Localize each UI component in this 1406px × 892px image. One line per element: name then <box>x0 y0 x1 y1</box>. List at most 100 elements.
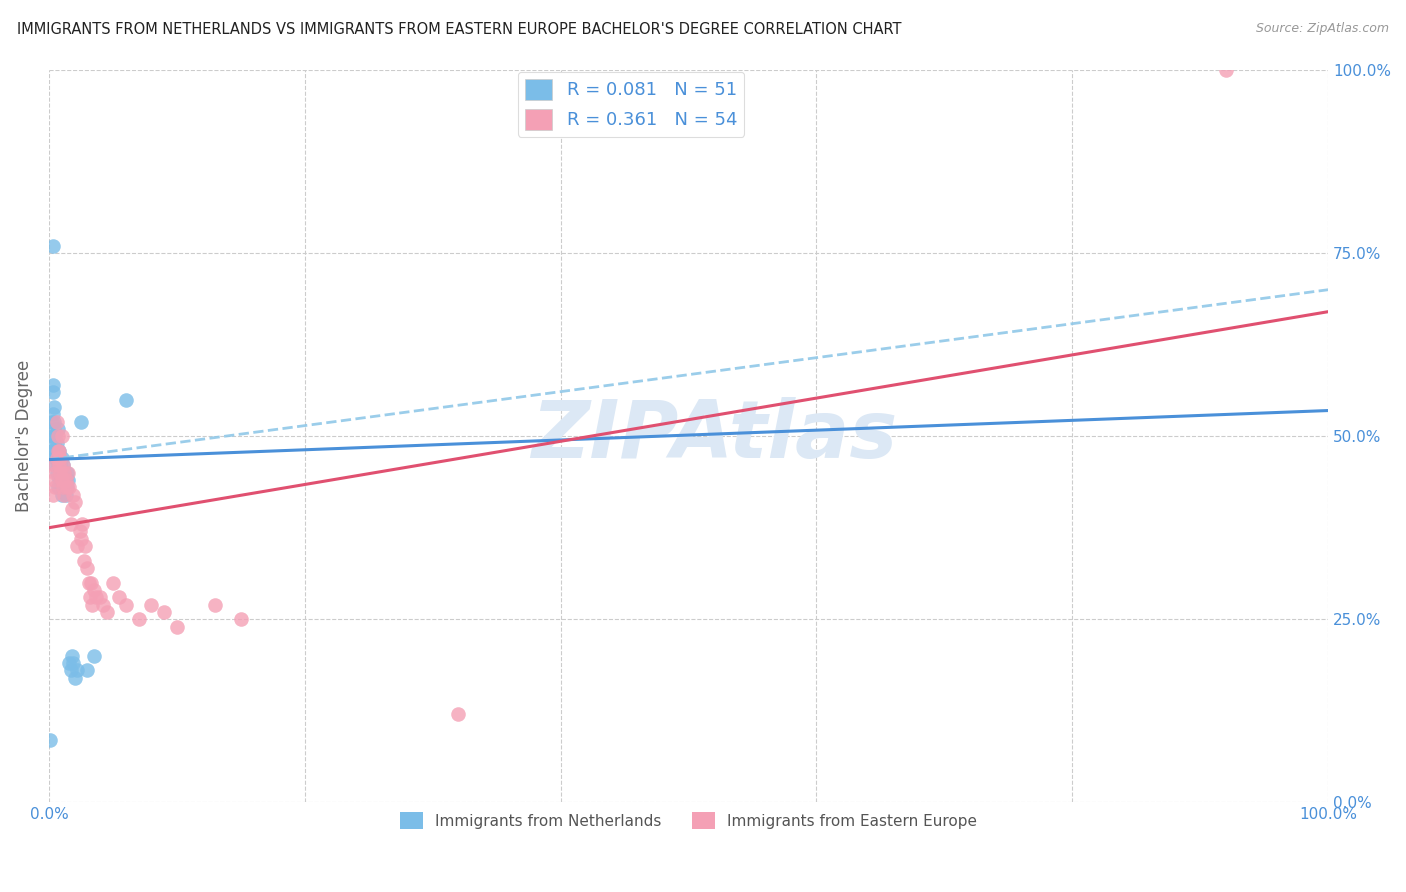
Point <box>108 591 131 605</box>
Point <box>77 575 100 590</box>
Point <box>56 466 79 480</box>
Point <box>42 415 65 429</box>
Point <box>204 598 226 612</box>
Point <box>80 575 103 590</box>
Point <box>76 561 98 575</box>
Point <box>114 392 136 407</box>
Point <box>128 612 150 626</box>
Y-axis label: Bachelor's Degree: Bachelor's Degree <box>15 360 32 512</box>
Point <box>42 436 65 450</box>
Point <box>82 598 104 612</box>
Point <box>49 473 72 487</box>
Point <box>42 488 65 502</box>
Point <box>41 415 63 429</box>
Point <box>101 575 124 590</box>
Point <box>46 458 69 473</box>
Point <box>53 480 76 494</box>
Point <box>42 429 65 443</box>
Point <box>53 488 76 502</box>
Point <box>46 443 69 458</box>
Point <box>52 458 75 473</box>
Point <box>56 480 79 494</box>
Point <box>66 539 89 553</box>
Point <box>44 480 66 494</box>
Point <box>46 443 69 458</box>
Point <box>70 532 93 546</box>
Point <box>60 502 83 516</box>
Point <box>52 473 75 487</box>
Point <box>52 458 75 473</box>
Point <box>89 591 111 605</box>
Point <box>42 239 65 253</box>
Point <box>45 436 67 450</box>
Point <box>59 516 82 531</box>
Point <box>55 488 77 502</box>
Point <box>153 605 176 619</box>
Point <box>44 429 66 443</box>
Point <box>58 480 80 494</box>
Point <box>48 458 70 473</box>
Point <box>39 733 62 747</box>
Point <box>55 473 77 487</box>
Point <box>70 415 93 429</box>
Point <box>59 664 82 678</box>
Point <box>114 598 136 612</box>
Point <box>58 656 80 670</box>
Point <box>53 466 76 480</box>
Point <box>46 422 69 436</box>
Point <box>66 664 89 678</box>
Point <box>83 582 105 597</box>
Point <box>45 466 67 480</box>
Point <box>48 458 70 473</box>
Point <box>49 480 72 494</box>
Point <box>51 488 73 502</box>
Point <box>49 451 72 466</box>
Point <box>51 451 73 466</box>
Point <box>45 451 67 466</box>
Point <box>72 554 94 568</box>
Point <box>56 473 79 487</box>
Point <box>42 422 65 436</box>
Point <box>48 473 70 487</box>
Point <box>51 429 73 443</box>
Point <box>96 605 118 619</box>
Point <box>83 648 105 663</box>
Point <box>55 473 77 487</box>
Legend: Immigrants from Netherlands, Immigrants from Eastern Europe: Immigrants from Netherlands, Immigrants … <box>394 806 983 835</box>
Point <box>51 473 73 487</box>
Point <box>447 707 470 722</box>
Point <box>44 443 66 458</box>
Point <box>76 664 98 678</box>
Point <box>91 598 114 612</box>
Point <box>49 466 72 480</box>
Point <box>141 598 163 612</box>
Point <box>44 458 66 473</box>
Point <box>42 458 65 473</box>
Text: ZIPAtlas: ZIPAtlas <box>531 397 897 475</box>
Point <box>42 400 65 414</box>
Point <box>1215 63 1237 78</box>
Point <box>229 612 252 626</box>
Point <box>84 591 107 605</box>
Point <box>63 495 86 509</box>
Point <box>56 480 79 494</box>
Point <box>42 407 65 421</box>
Point <box>56 466 79 480</box>
Point <box>42 378 65 392</box>
Point <box>46 480 69 494</box>
Point <box>48 443 70 458</box>
Point <box>70 516 93 531</box>
Point <box>44 466 66 480</box>
Point <box>73 539 96 553</box>
Point <box>42 473 65 487</box>
Point <box>42 385 65 400</box>
Point <box>69 524 91 539</box>
Point <box>48 443 70 458</box>
Point <box>44 451 66 466</box>
Text: Source: ZipAtlas.com: Source: ZipAtlas.com <box>1256 22 1389 36</box>
Point <box>62 656 84 670</box>
Point <box>41 443 63 458</box>
Point <box>45 415 67 429</box>
Point <box>63 671 86 685</box>
Point <box>60 648 83 663</box>
